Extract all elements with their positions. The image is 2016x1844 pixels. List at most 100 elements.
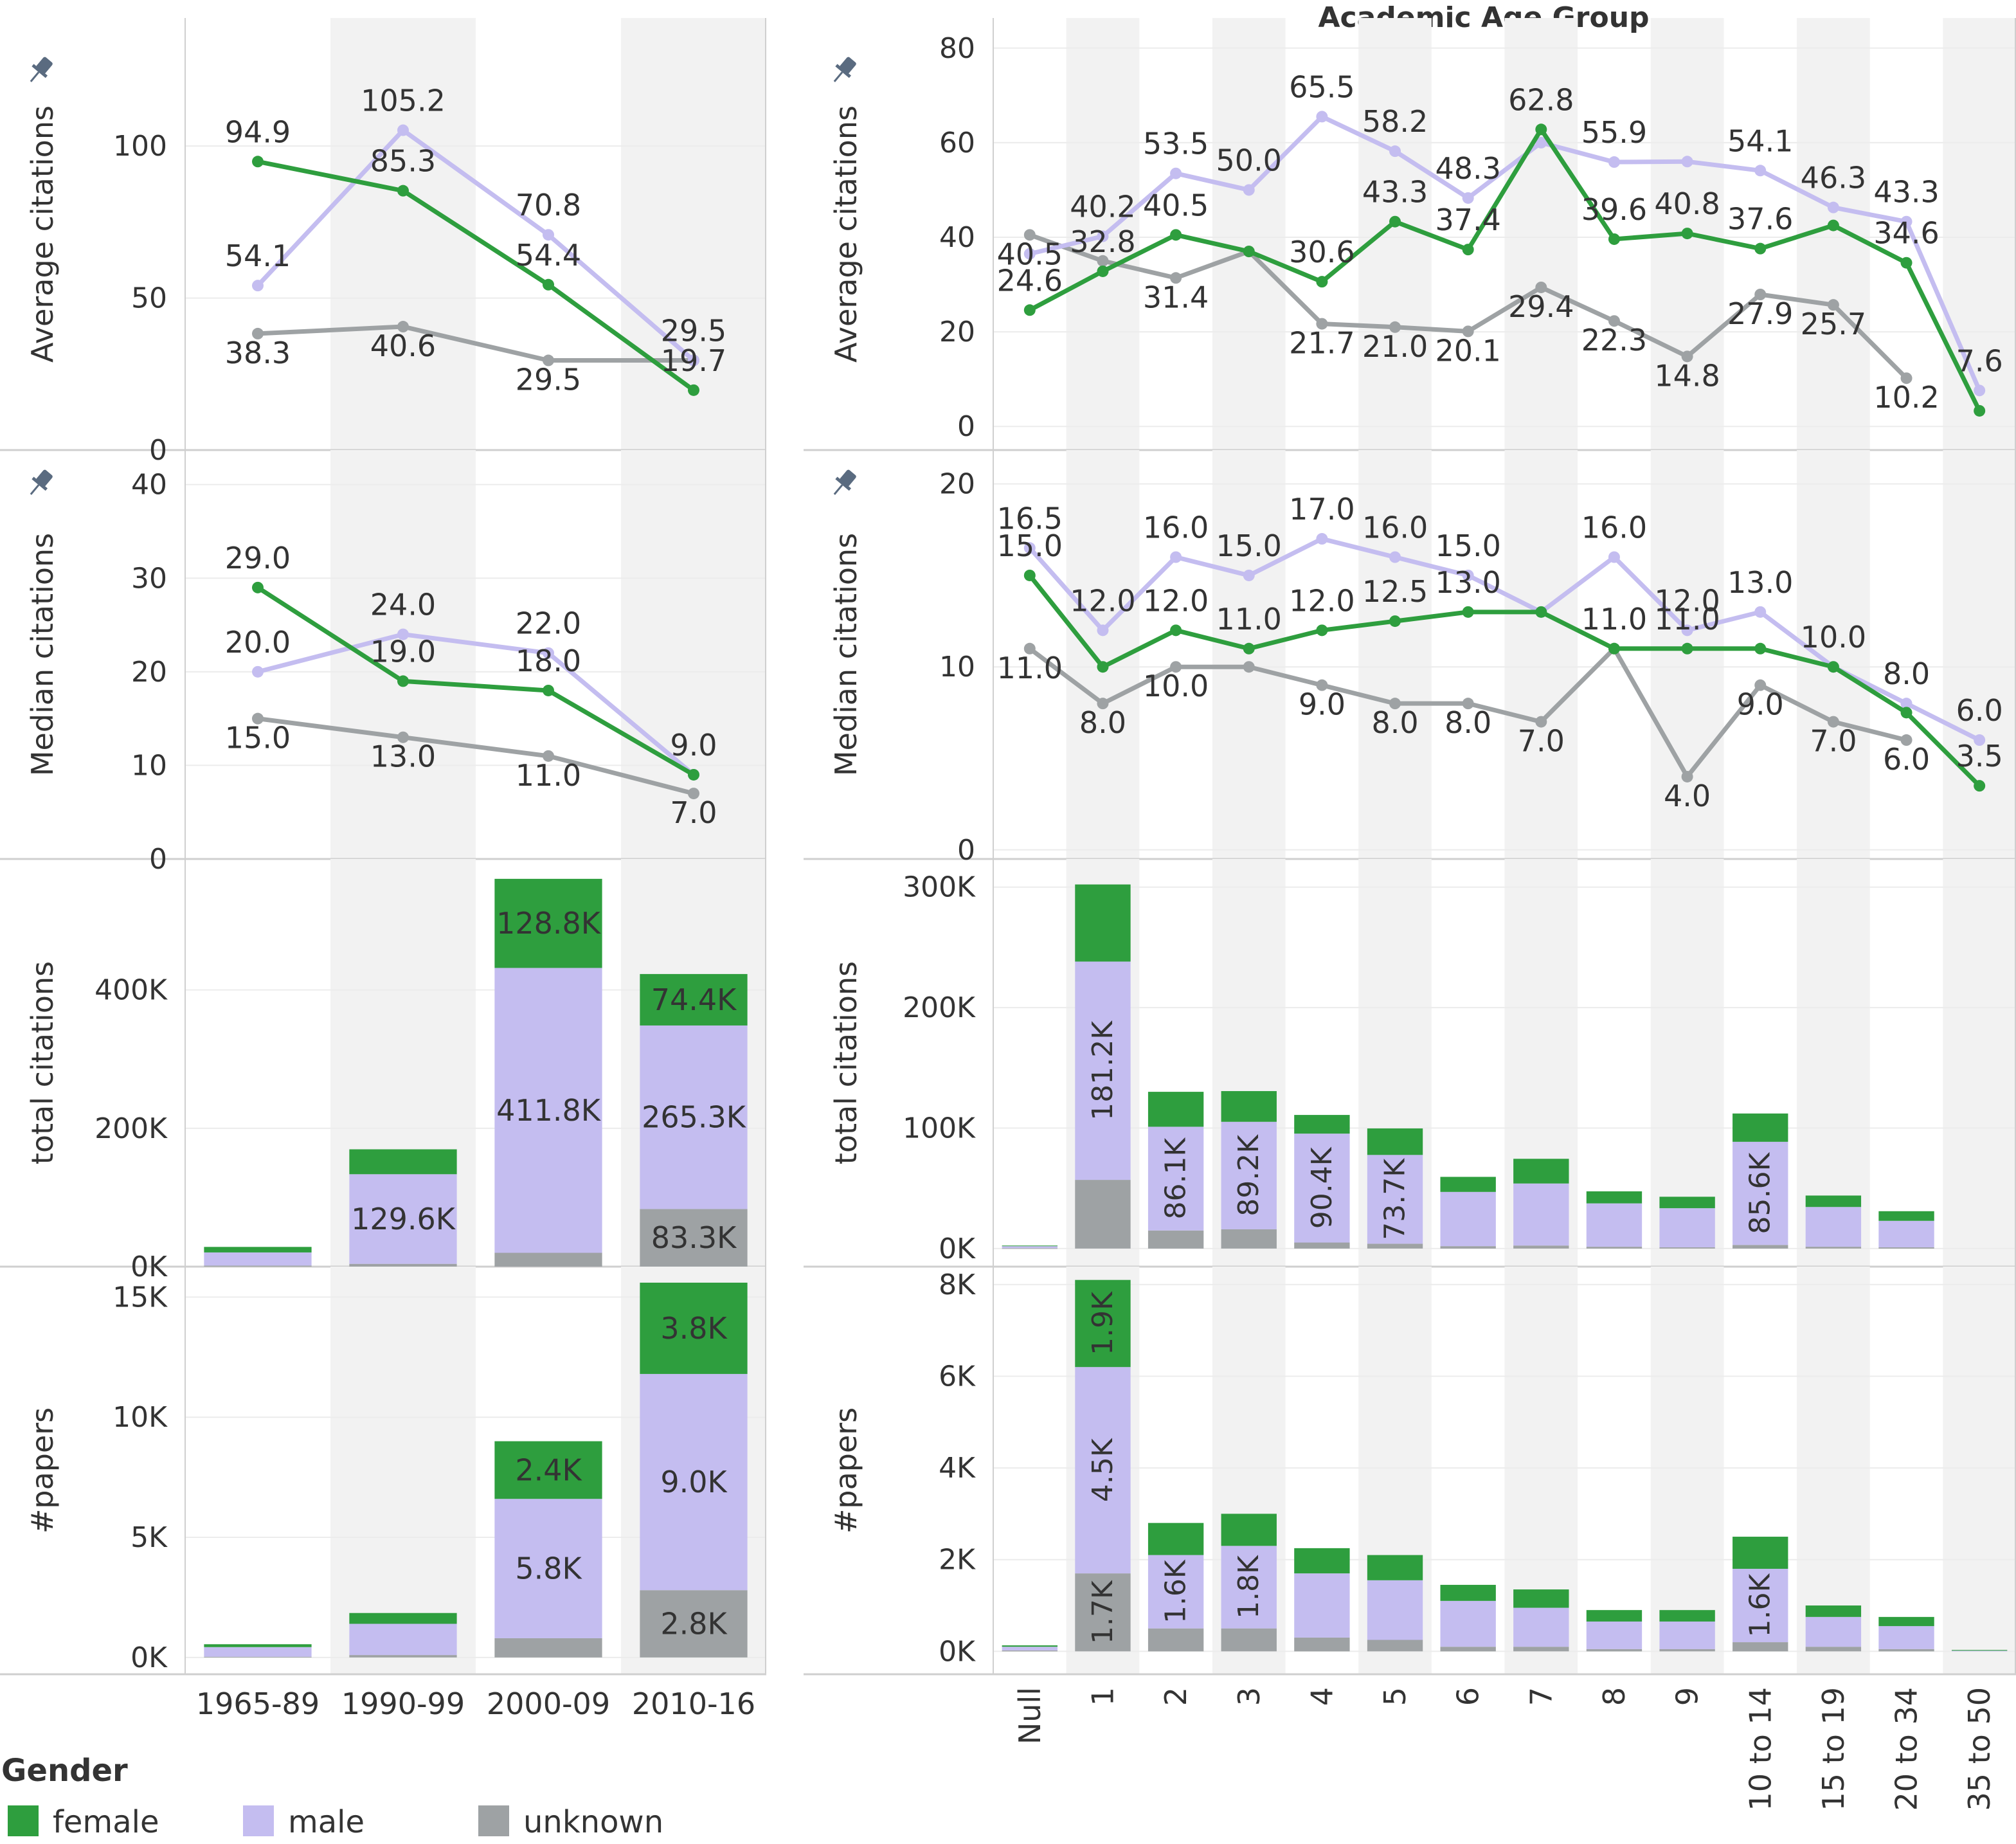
bar-segment-male xyxy=(1440,1191,1496,1247)
bar-segment-female xyxy=(1367,1555,1423,1580)
bar-segment-female xyxy=(1805,1605,1862,1617)
bar-segment-male xyxy=(1733,1568,1788,1643)
data-label-male: 12.0 xyxy=(1654,583,1720,618)
bar-segment-female xyxy=(494,1441,602,1499)
data-label-male: 53.5 xyxy=(1143,127,1209,161)
pin-icon xyxy=(30,57,53,82)
series-line-female xyxy=(1028,574,1981,788)
data-point-female xyxy=(1462,606,1474,618)
data-label-female: 10.0 xyxy=(1801,620,1866,655)
data-point-male xyxy=(1681,624,1693,637)
x-axes: 1965-89 1990-99 2000-09 2010-16 Null 1 2 3 4 5 6 7 8… xyxy=(196,1686,1997,1811)
data-point-female xyxy=(1170,229,1182,241)
data-point-male xyxy=(1608,551,1620,563)
bar-segment-unknown xyxy=(1733,1642,1788,1652)
y-tick-label: 10 xyxy=(131,749,167,782)
bar-label-female: 74.4K xyxy=(651,982,737,1017)
data-point-unknown xyxy=(1023,642,1036,655)
column-band xyxy=(1212,450,1286,859)
x-tick-label: 6 xyxy=(1451,1687,1486,1706)
bar-segment-male xyxy=(1586,1621,1643,1649)
y-tick-label: 15K xyxy=(113,1281,168,1314)
panel-left-avg: Average citations 0 50 100 94.9 85.3 54.4 19.7 5… xyxy=(0,18,766,467)
panel-right-total: total citations 0K 100K 200K 300K 181.2K 86.1K… xyxy=(804,859,2016,1268)
y-axis-title: #papers xyxy=(25,1407,60,1533)
bar-segment-unknown xyxy=(494,1252,602,1267)
bar-segment-unknown xyxy=(640,1209,748,1267)
bar-segment-female xyxy=(204,1644,312,1647)
data-point-male xyxy=(1170,167,1182,179)
data-label-female: 43.3 xyxy=(1362,175,1428,210)
legend-swatch-unknown xyxy=(478,1805,509,1836)
column-band xyxy=(1212,18,1286,450)
y-axis-title: total citations xyxy=(829,961,863,1164)
series-line-unknown xyxy=(257,324,694,363)
data-point-unknown xyxy=(1462,325,1474,338)
data-label-female: 11.0 xyxy=(1581,602,1647,637)
pin-icon-needle xyxy=(30,71,40,82)
bar-label-unknown: 83.3K xyxy=(651,1220,737,1255)
pin-icon xyxy=(30,469,53,495)
y-tick-label: 0K xyxy=(939,1233,976,1265)
data-label-male: 7.6 xyxy=(1956,343,2003,378)
pin-icon-needle xyxy=(833,484,843,495)
series-line-male xyxy=(257,632,696,777)
data-point-female xyxy=(252,156,264,168)
data-point-unknown xyxy=(1681,770,1693,782)
data-label-male: 40.2 xyxy=(1070,190,1135,224)
data-label-male: 46.3 xyxy=(1801,161,1866,195)
bar-segment-male xyxy=(1367,1580,1423,1640)
data-label-male: 58.2 xyxy=(1362,104,1428,139)
bar-segment-male xyxy=(1367,1155,1423,1244)
y-tick-label: 20 xyxy=(131,656,167,689)
bar-segment-unknown xyxy=(494,1638,602,1658)
y-tick-label: 20 xyxy=(939,468,975,501)
pin-icon xyxy=(833,469,856,495)
bar-segment-male xyxy=(1294,1573,1350,1638)
series-line-unknown xyxy=(257,716,694,796)
data-point-female xyxy=(688,384,699,396)
series-line-male xyxy=(1029,114,1982,392)
bar-label-male: 1.6K xyxy=(1744,1573,1777,1637)
bar-segment-unknown xyxy=(204,1656,312,1658)
bar-label-male: 73.7K xyxy=(1379,1158,1412,1240)
bar-segment-female xyxy=(1221,1514,1277,1546)
data-label-unknown: 25.7 xyxy=(1801,307,1866,341)
data-label-female: 40.8 xyxy=(1654,186,1720,221)
data-point-female xyxy=(1900,707,1913,719)
data-label-female: 12.0 xyxy=(1143,583,1209,618)
y-axis-title: Average citations xyxy=(25,105,60,363)
data-label-male: 12.0 xyxy=(1070,583,1135,618)
series-line-male xyxy=(256,128,696,363)
bar-segment-female xyxy=(1733,1113,1788,1142)
series-line-female xyxy=(256,585,695,777)
data-label-unknown: 8.0 xyxy=(1371,705,1418,740)
bar-segment-unknown xyxy=(349,1655,457,1658)
column-band xyxy=(1943,450,2016,859)
bar-label-female: 2.4K xyxy=(515,1452,582,1487)
data-label-female: 11.0 xyxy=(1654,602,1720,637)
bar-segment-female xyxy=(349,1613,457,1624)
column-band xyxy=(1504,450,1578,859)
y-tick-label: 40 xyxy=(131,469,167,502)
column-band xyxy=(1358,18,1432,450)
data-label-male: 16.0 xyxy=(1362,511,1428,545)
bar-segment-male xyxy=(1733,1141,1788,1245)
pin-icon-collar xyxy=(32,476,48,491)
y-axis-title: Average citations xyxy=(829,105,863,363)
data-point-female xyxy=(1023,304,1036,316)
bar-segment-unknown xyxy=(1440,1246,1496,1249)
bar-segment-unknown xyxy=(1586,1649,1643,1652)
bar-segment-female xyxy=(1294,1115,1350,1134)
bar-segment-unknown xyxy=(1586,1247,1643,1249)
bar-segment-male xyxy=(640,1025,748,1209)
data-label-unknown: 22.3 xyxy=(1581,323,1647,357)
data-label-male: 54.1 xyxy=(1727,123,1793,158)
data-point-unknown xyxy=(1023,229,1036,241)
data-label-unknown: 38.3 xyxy=(225,336,291,370)
bar-label-female: 1.9K xyxy=(1086,1291,1119,1355)
data-point-male xyxy=(1097,230,1109,242)
x-tick-label: 20 to 34 xyxy=(1889,1687,1924,1811)
y-tick-label: 200K xyxy=(903,991,976,1024)
